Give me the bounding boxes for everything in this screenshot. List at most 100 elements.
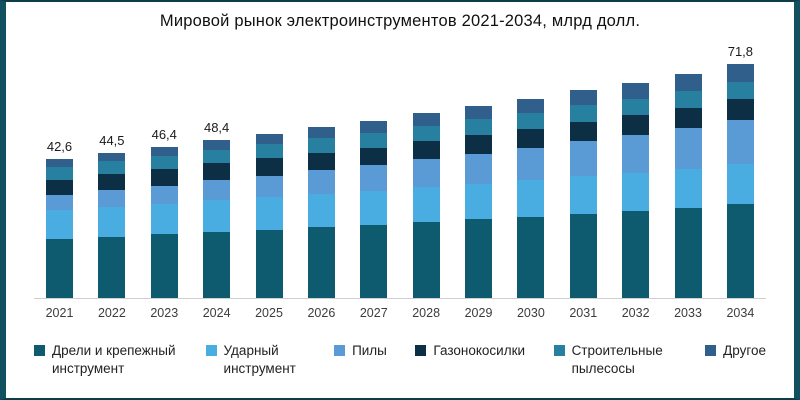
bar-segment	[307, 152, 335, 171]
bar-segment	[360, 224, 388, 298]
bar-segment	[98, 152, 126, 162]
bar-segment	[255, 197, 283, 230]
x-tick-2024: 2024	[202, 306, 231, 320]
bar-value-label: 71,8	[727, 43, 754, 59]
legend: Дрели и крепежный инструмент Ударный инст…	[6, 342, 794, 377]
bar-segment	[307, 127, 335, 138]
legend-item: Газонокосилки	[415, 342, 525, 360]
bar-segment	[674, 90, 702, 108]
bar-segment	[674, 73, 702, 91]
bar-segment	[412, 113, 440, 126]
bar-segment	[150, 155, 178, 170]
bar-segment	[622, 172, 650, 211]
bar-stack	[150, 146, 178, 298]
bar-stack	[46, 159, 73, 298]
legend-label: Газонокосилки	[433, 343, 526, 358]
bar-segment	[569, 141, 597, 177]
legend-label: Другое	[723, 343, 766, 358]
bar-segment	[569, 176, 597, 214]
bar-segment	[360, 132, 388, 148]
bar-segment	[726, 164, 754, 205]
bar-segment	[517, 98, 545, 113]
bar-segment	[360, 147, 388, 166]
bar-segment	[465, 153, 492, 184]
x-tick-2026: 2026	[307, 306, 336, 320]
bar-column-2023: 46,4	[139, 37, 190, 298]
bar-column-2029	[453, 37, 504, 298]
bar-segment	[465, 106, 492, 120]
bar-column-2028	[401, 37, 452, 298]
bar-stack	[674, 73, 702, 298]
bar-segment	[622, 82, 650, 99]
bar-value-label: 44,5	[99, 132, 125, 148]
bar-segment	[517, 128, 545, 149]
bar-column-2027	[348, 37, 399, 298]
bar-segment	[203, 163, 231, 181]
bar-column-2025	[244, 37, 295, 298]
bar-stack	[203, 140, 231, 298]
bar-segment	[726, 81, 754, 100]
bar-column-2021: 42,6	[34, 37, 85, 298]
bar-segment	[465, 183, 492, 220]
bar-segment	[203, 231, 231, 298]
bar-segment	[412, 187, 440, 222]
legend-swatch-icon	[34, 345, 45, 356]
legend-label: Строительные пылесосы	[571, 343, 663, 376]
bar-value-label: 46,4	[151, 126, 177, 142]
legend-label: Дрели и крепежный инструмент	[52, 343, 176, 376]
bar-segment	[622, 211, 650, 298]
bar-segment	[412, 125, 440, 141]
x-tick-2022: 2022	[97, 306, 126, 320]
bar-segment	[203, 149, 231, 164]
x-tick-2029: 2029	[464, 306, 493, 320]
chart-title: Мировой рынок электроинструментов 2021-2…	[159, 12, 641, 30]
bar-stack	[98, 152, 126, 298]
bar-segment	[726, 99, 754, 121]
legend-item: Строительные пылесосы	[553, 342, 677, 377]
bar-segment	[517, 148, 545, 181]
bar-stack	[307, 127, 335, 298]
bar-segment	[150, 169, 178, 186]
bar-column-2022: 44,5	[86, 37, 137, 298]
x-axis: 2021 2022 2023 2024 2025 2026 2027 2028 2029 2030…	[34, 306, 766, 320]
bar-segment	[255, 158, 283, 176]
bar-segment	[46, 210, 73, 239]
bar-segment	[517, 112, 545, 129]
bar-segment	[307, 226, 335, 298]
x-tick-2030: 2030	[516, 306, 545, 320]
bar-segment	[307, 193, 335, 227]
bar-segment	[255, 229, 283, 298]
bar-segment	[203, 180, 231, 201]
bar-segment	[674, 207, 702, 298]
x-tick-2025: 2025	[255, 306, 283, 320]
bar-column-2026	[296, 37, 347, 298]
bar-segment	[674, 127, 702, 169]
bar-stack	[412, 113, 440, 298]
legend-swatch-icon	[415, 345, 427, 356]
x-tick-2028: 2028	[412, 306, 441, 320]
bar-segment	[203, 140, 231, 150]
bar-segment	[46, 239, 73, 298]
legend-swatch-icon	[334, 345, 346, 356]
bar-column-2032	[610, 37, 661, 298]
bar-segment	[307, 170, 335, 194]
bar-segment	[150, 234, 178, 298]
bar-segment	[46, 195, 73, 210]
x-tick-2021: 2021	[45, 306, 74, 320]
bar-segment	[360, 190, 388, 225]
bar-segment	[622, 115, 650, 136]
bar-segment	[569, 90, 597, 106]
bar-column-2034: 71,8	[715, 37, 766, 298]
legend-item: Пилы	[334, 342, 387, 360]
bar-segment	[98, 161, 126, 175]
bar-column-2024: 48,4	[191, 37, 242, 298]
x-tick-2033: 2033	[674, 306, 702, 320]
legend-swatch-icon	[205, 345, 217, 356]
bar-segment	[622, 98, 650, 116]
plot-area: 42,6 44,5 46,4 48,4 71,8	[34, 37, 766, 299]
legend-swatch-icon	[553, 345, 565, 356]
bar-segment	[412, 159, 440, 188]
bar-segment	[203, 200, 231, 232]
legend-item: Дрели и крепежный инструмент	[34, 342, 177, 377]
bar-segment	[46, 179, 73, 196]
